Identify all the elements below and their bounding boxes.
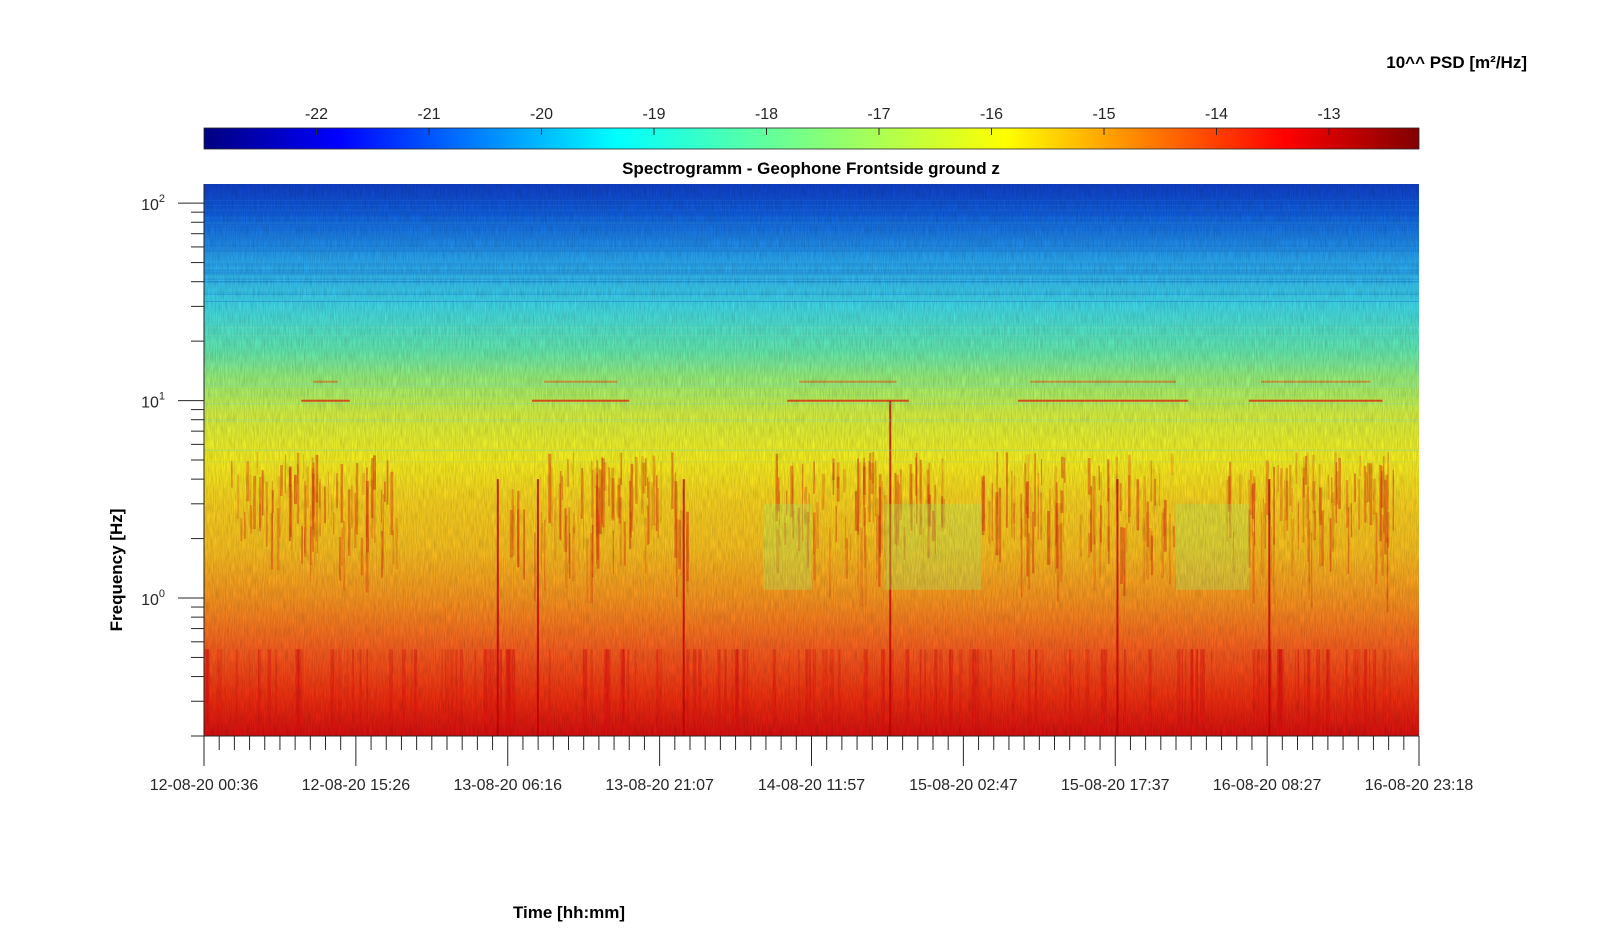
x-tick-label: 16-08-20 08:27: [1213, 777, 1322, 794]
colorbar-tick-label: -20: [530, 106, 553, 123]
colorbar-gradient: [203, 127, 1420, 150]
chart-title: Spectrogramm - Geophone Frontside ground…: [622, 159, 1000, 178]
x-tick-label: 15-08-20 02:47: [909, 777, 1018, 794]
x-tick-label: 14-08-20 11:57: [758, 777, 865, 794]
colorbar-tick-label: -16: [980, 106, 1003, 123]
colorbar: 10^^ PSD [m²/Hz] -22 -21 -20 -19 -18 -17 -16 -1…: [203, 53, 1527, 150]
colorbar-tick-label: -18: [755, 106, 778, 123]
x-axis-label: Time [hh:mm]: [513, 903, 625, 922]
y-tick-label: 100: [141, 588, 165, 609]
colorbar-tick-label: -14: [1205, 106, 1228, 123]
x-tick-label: 13-08-20 06:16: [453, 777, 562, 794]
y-axis-label: Frequency [Hz]: [107, 509, 126, 632]
x-tick-label: 15-08-20 17:37: [1061, 777, 1170, 794]
colorbar-tick-label: -21: [417, 106, 440, 123]
y-tick-label: 101: [141, 391, 165, 412]
colorbar-tick-label: -13: [1317, 106, 1340, 123]
colorbar-label: 10^^ PSD [m²/Hz]: [1386, 53, 1527, 72]
x-tick-label: 16-08-20 23:18: [1365, 777, 1474, 794]
colorbar-tick-label: -19: [642, 106, 665, 123]
x-tick-label: 12-08-20 15:26: [302, 777, 411, 794]
colorbar-tick-label: -17: [867, 106, 890, 123]
spectrogram-image: [204, 184, 1419, 736]
x-tick-label: 13-08-20 21:07: [605, 777, 714, 794]
x-axis: 12-08-20 00:36 12-08-20 15:26 13-08-20 06:…: [150, 735, 1474, 794]
colorbar-ticks: -22 -21 -20 -19 -18 -17 -16 -15 -14 -13: [305, 106, 1341, 135]
y-tick-label: 102: [141, 193, 165, 214]
colorbar-tick-label: -22: [305, 106, 328, 123]
colorbar-tick-label: -15: [1092, 106, 1115, 123]
y-axis: 100 101 102: [141, 184, 205, 737]
x-tick-label: 12-08-20 00:36: [150, 777, 259, 794]
